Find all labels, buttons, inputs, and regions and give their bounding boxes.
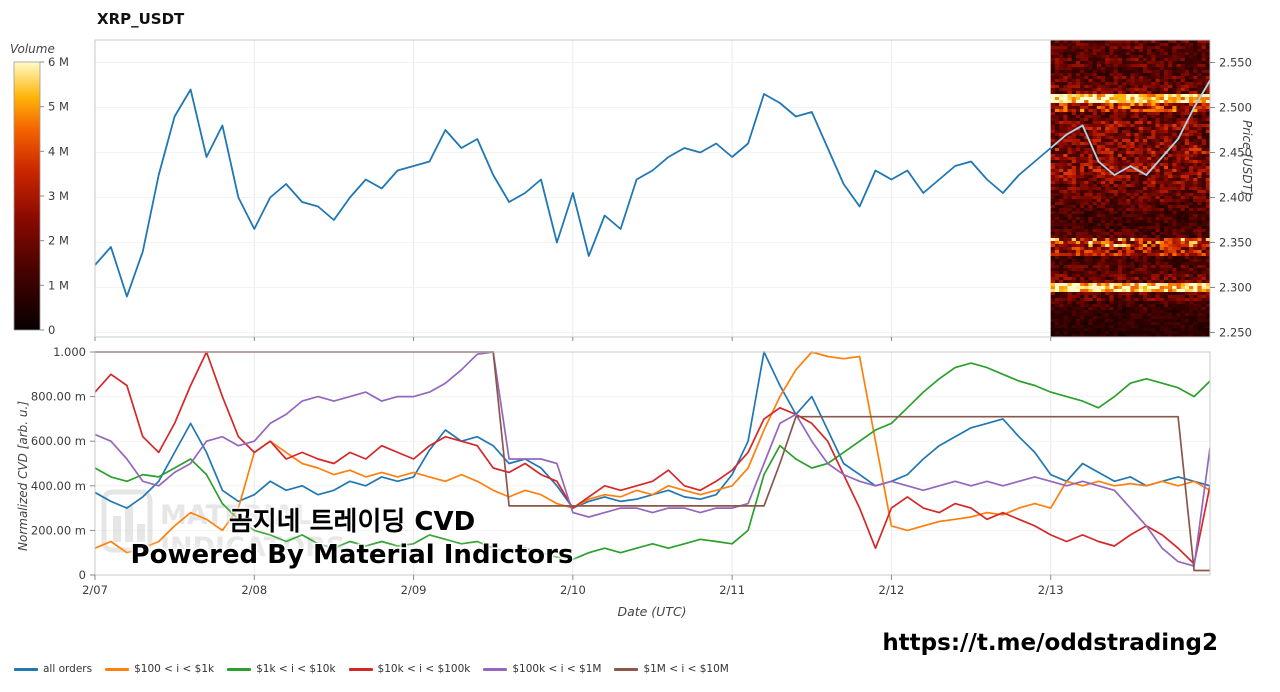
svg-text:6 M: 6 M — [48, 55, 69, 69]
watermark-line1: 곰지네 트레이딩 CVD — [228, 507, 476, 537]
svg-text:2/10: 2/10 — [560, 583, 586, 597]
svg-text:2.400: 2.400 — [1219, 191, 1252, 205]
telegram-url: https://t.me/oddstrading2 — [882, 630, 1218, 656]
price-line-over-heatmap — [1050, 80, 1211, 176]
svg-text:400.00 m: 400.00 m — [31, 479, 86, 493]
svg-text:0: 0 — [79, 568, 86, 582]
svg-text:600.00 m: 600.00 m — [31, 434, 86, 448]
svg-text:2.450: 2.450 — [1219, 146, 1252, 160]
volume-heatmap — [1050, 40, 1211, 338]
legend-item: $100k < i < $1M — [483, 663, 601, 675]
cvd-line-1 — [95, 351, 1210, 554]
legend-item: all orders — [14, 663, 92, 675]
svg-text:4 M: 4 M — [48, 144, 69, 158]
legend-swatch — [227, 667, 252, 671]
watermark: 곰지네 트레이딩 CVD Powered By Material Indicto… — [131, 506, 574, 572]
price-line — [94, 80, 1211, 298]
date-axis-label: Date (UTC) — [617, 604, 687, 619]
svg-text:2.250: 2.250 — [1219, 326, 1252, 340]
legend-item: $1M < i < $10M — [614, 663, 729, 675]
cvd-line-3 — [95, 351, 1210, 565]
svg-text:200.00 m: 200.00 m — [31, 523, 86, 537]
legend-label: $100 < i < $1k — [134, 663, 215, 675]
svg-text:2/07: 2/07 — [82, 583, 108, 597]
legend-swatch — [483, 667, 508, 671]
svg-text:2.350: 2.350 — [1219, 236, 1252, 250]
cvd-panel-frame — [94, 351, 1211, 576]
svg-text:2.500: 2.500 — [1219, 101, 1252, 115]
legend-item: $10k < i < $100k — [348, 663, 471, 675]
svg-text:3 M: 3 M — [48, 189, 69, 203]
legend-item: $100 < i < $1k — [105, 663, 214, 675]
cvd-axis-label: Normalized CVD [arb. u.] — [16, 400, 30, 551]
price-axis-label: Price [USDT] — [1240, 120, 1254, 196]
legend-label: $100k < i < $1M — [512, 663, 602, 675]
cvd-line-4 — [95, 351, 1210, 567]
svg-text:1.000: 1.000 — [53, 345, 86, 359]
legend: all orders $100 < i < $1k $1k < i < $10k $1… — [14, 663, 729, 675]
legend-swatch — [105, 667, 130, 671]
svg-text:1 M: 1 M — [48, 278, 69, 292]
axes: 2.550 2.500 2.450 2.400 2.350 2.300 2.250 2/07 2… — [31, 55, 1252, 597]
svg-text:2/11: 2/11 — [719, 583, 745, 597]
chart-canvas: MATERIALINDICATORS2.5502.5002.4502.4002.… — [13, 39, 1252, 597]
legend-label: $1k < i < $10k — [256, 663, 336, 675]
legend-item: $1k < i < $10k — [227, 663, 336, 675]
svg-text:INDICATORS: INDICATORS — [160, 532, 345, 563]
svg-text:5 M: 5 M — [48, 100, 69, 114]
svg-text:2.550: 2.550 — [1219, 56, 1252, 70]
svg-text:2/13: 2/13 — [1038, 583, 1064, 597]
legend-label: all orders — [43, 663, 93, 675]
colorbar-label: Volume — [10, 42, 55, 56]
cvd-line-0 — [95, 351, 1210, 509]
svg-text:2.300: 2.300 — [1219, 281, 1252, 295]
svg-text:800.00 m: 800.00 m — [31, 390, 86, 404]
legend-swatch — [14, 667, 38, 671]
page-title: XRP_USDT — [97, 10, 185, 28]
watermark-line2: Powered By Material Indictors — [130, 540, 574, 570]
svg-text:2 M: 2 M — [48, 234, 69, 248]
legend-label: $1M < i < $10M — [643, 663, 729, 675]
svg-text:2/09: 2/09 — [401, 583, 427, 597]
svg-text:0: 0 — [48, 323, 55, 337]
price-panel-frame — [94, 39, 1211, 338]
volume-colorbar — [13, 61, 41, 331]
svg-text:2/12: 2/12 — [879, 583, 905, 597]
cvd-line-2 — [95, 362, 1210, 561]
svg-text:2/08: 2/08 — [241, 583, 267, 597]
legend-swatch — [614, 667, 639, 671]
legend-swatch — [348, 667, 373, 671]
legend-label: $10k < i < $100k — [377, 663, 471, 675]
